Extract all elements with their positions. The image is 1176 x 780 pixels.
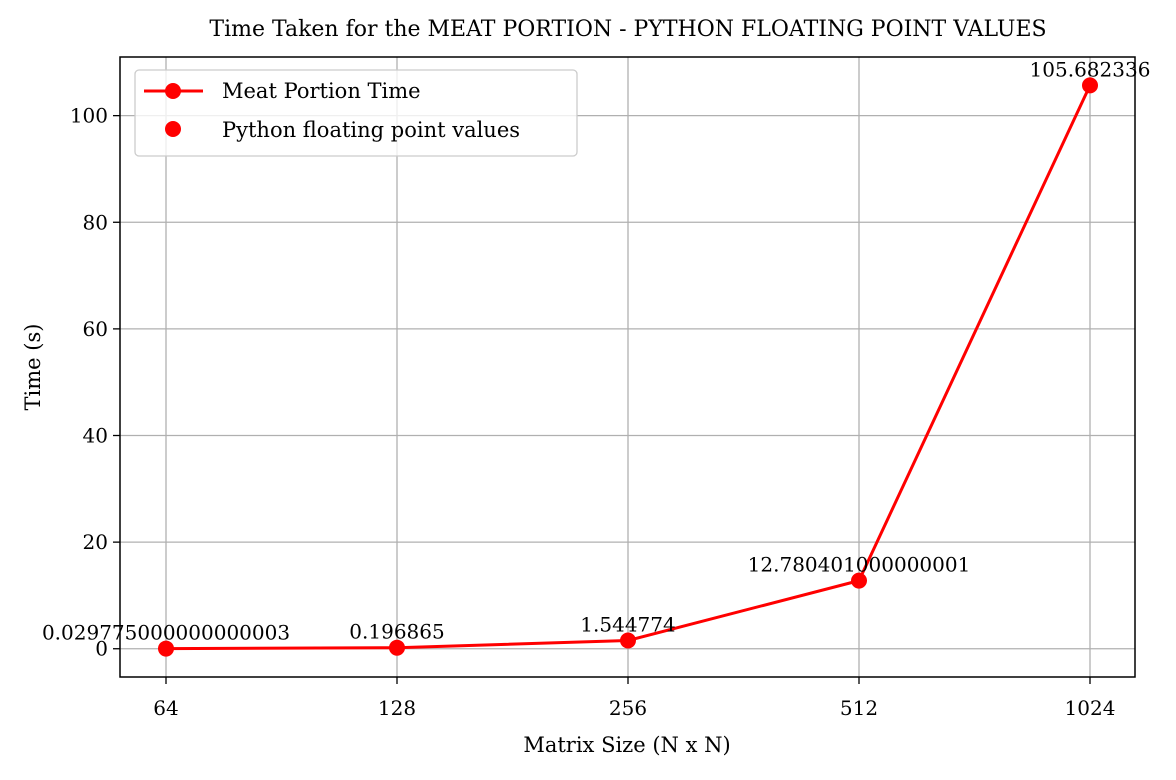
data-label: 105.682336 <box>1030 57 1151 81</box>
data-label: 1.544774 <box>580 613 675 637</box>
y-tick-label: 100 <box>70 104 108 128</box>
data-label: 12.780401000000001 <box>748 553 971 577</box>
legend-label-points: Python floating point values <box>222 118 520 142</box>
y-tick-label: 80 <box>83 210 108 234</box>
data-point <box>851 572 867 589</box>
series-layer <box>158 77 1098 657</box>
legend-label-series: Meat Portion Time <box>222 79 421 103</box>
data-point <box>620 632 636 649</box>
data-point <box>1082 77 1098 94</box>
x-tick-label: 512 <box>840 696 878 720</box>
y-tick-label: 0 <box>95 637 108 661</box>
x-axis-ticks: 64 128 256 512 1024 <box>153 677 1115 720</box>
y-tick-label: 40 <box>83 424 108 448</box>
y-tick-label: 20 <box>83 530 108 554</box>
y-axis-label: Time (s) <box>21 324 45 411</box>
x-tick-label: 1024 <box>1065 696 1116 720</box>
data-point <box>158 640 174 657</box>
data-label: 0.029775000000000003 <box>42 621 290 645</box>
plot-frame <box>119 56 1136 678</box>
x-axis-label: Matrix Size (N x N) <box>523 733 730 757</box>
legend-box <box>134 69 578 157</box>
y-axis-ticks: 0 20 40 60 80 100 <box>70 104 120 661</box>
legend-line-marker <box>165 83 181 99</box>
y-tick-label: 60 <box>83 317 108 341</box>
chart-title: Time Taken for the MEAT PORTION - PYTHON… <box>209 17 1046 42</box>
legend-point-marker <box>165 121 181 137</box>
x-tick-label: 64 <box>153 696 178 720</box>
data-labels: 0.029775000000000003 0.196865 1.544774 12.7… <box>42 57 1151 644</box>
data-point <box>389 639 405 656</box>
legend: Meat Portion Time Python floating point … <box>134 69 578 157</box>
x-tick-label: 256 <box>609 696 647 720</box>
data-label: 0.196865 <box>349 620 444 644</box>
x-tick-label: 128 <box>378 696 416 720</box>
